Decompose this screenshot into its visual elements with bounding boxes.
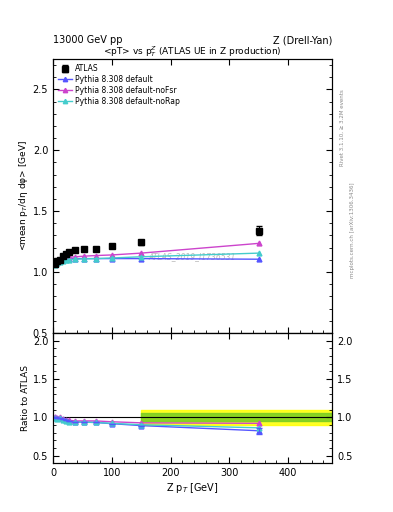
- Pythia 8.308 default-noFsr: [73, 254, 77, 260]
- Pythia 8.308 default-noRap: [64, 258, 69, 264]
- Text: 13000 GeV pp: 13000 GeV pp: [53, 35, 123, 45]
- Pythia 8.308 default-noFsr: [52, 261, 57, 267]
- Pythia 8.308 default-noFsr: [256, 240, 261, 246]
- Pythia 8.308 default: [109, 255, 114, 262]
- Pythia 8.308 default: [58, 258, 63, 264]
- Pythia 8.308 default-noFsr: [67, 254, 72, 261]
- Text: ATLAS_2019_I1736531: ATLAS_2019_I1736531: [149, 252, 236, 261]
- Line: Pythia 8.308 default-noFsr: Pythia 8.308 default-noFsr: [52, 241, 261, 267]
- Pythia 8.308 default-noFsr: [64, 255, 69, 261]
- Pythia 8.308 default: [55, 259, 60, 265]
- Pythia 8.308 default-noRap: [81, 256, 86, 262]
- Pythia 8.308 default-noRap: [52, 262, 57, 268]
- Pythia 8.308 default-noRap: [256, 250, 261, 256]
- X-axis label: Z p$_T$ [GeV]: Z p$_T$ [GeV]: [166, 481, 219, 495]
- Pythia 8.308 default-noFsr: [55, 259, 60, 265]
- Pythia 8.308 default: [52, 261, 57, 267]
- Pythia 8.308 default: [93, 255, 98, 262]
- Pythia 8.308 default: [61, 257, 66, 263]
- Pythia 8.308 default: [64, 256, 69, 262]
- Pythia 8.308 default-noRap: [67, 257, 72, 263]
- Legend: ATLAS, Pythia 8.308 default, Pythia 8.308 default-noFsr, Pythia 8.308 default-no: ATLAS, Pythia 8.308 default, Pythia 8.30…: [57, 62, 182, 108]
- Line: Pythia 8.308 default-noRap: Pythia 8.308 default-noRap: [52, 251, 261, 268]
- Pythia 8.308 default-noRap: [55, 261, 60, 267]
- Pythia 8.308 default: [256, 256, 261, 262]
- Title: <pT> vs p$_T^Z$ (ATLAS UE in Z production): <pT> vs p$_T^Z$ (ATLAS UE in Z productio…: [103, 44, 282, 59]
- Pythia 8.308 default-noRap: [58, 259, 63, 265]
- Pythia 8.308 default: [81, 255, 86, 262]
- Text: Rivet 3.1.10, ≥ 3.2M events: Rivet 3.1.10, ≥ 3.2M events: [340, 90, 345, 166]
- Y-axis label: Ratio to ATLAS: Ratio to ATLAS: [21, 365, 30, 431]
- Pythia 8.308 default-noRap: [139, 254, 143, 260]
- Pythia 8.308 default-noFsr: [81, 253, 86, 259]
- Pythia 8.308 default-noFsr: [58, 257, 63, 263]
- Pythia 8.308 default-noFsr: [93, 252, 98, 259]
- Pythia 8.308 default: [139, 255, 143, 262]
- Text: Z (Drell-Yan): Z (Drell-Yan): [273, 35, 332, 45]
- Pythia 8.308 default-noFsr: [109, 252, 114, 258]
- Line: Pythia 8.308 default: Pythia 8.308 default: [52, 256, 261, 267]
- Pythia 8.308 default-noFsr: [139, 250, 143, 256]
- Pythia 8.308 default-noRap: [61, 258, 66, 264]
- Pythia 8.308 default-noFsr: [61, 255, 66, 262]
- Y-axis label: <mean p$_T$/dη dφ> [GeV]: <mean p$_T$/dη dφ> [GeV]: [17, 140, 30, 251]
- Pythia 8.308 default-noRap: [73, 256, 77, 262]
- Pythia 8.308 default: [67, 256, 72, 262]
- Pythia 8.308 default: [73, 255, 77, 262]
- Pythia 8.308 default-noRap: [93, 255, 98, 262]
- Text: mcplots.cern.ch [arXiv:1306.3436]: mcplots.cern.ch [arXiv:1306.3436]: [350, 183, 355, 278]
- Pythia 8.308 default-noRap: [109, 255, 114, 261]
